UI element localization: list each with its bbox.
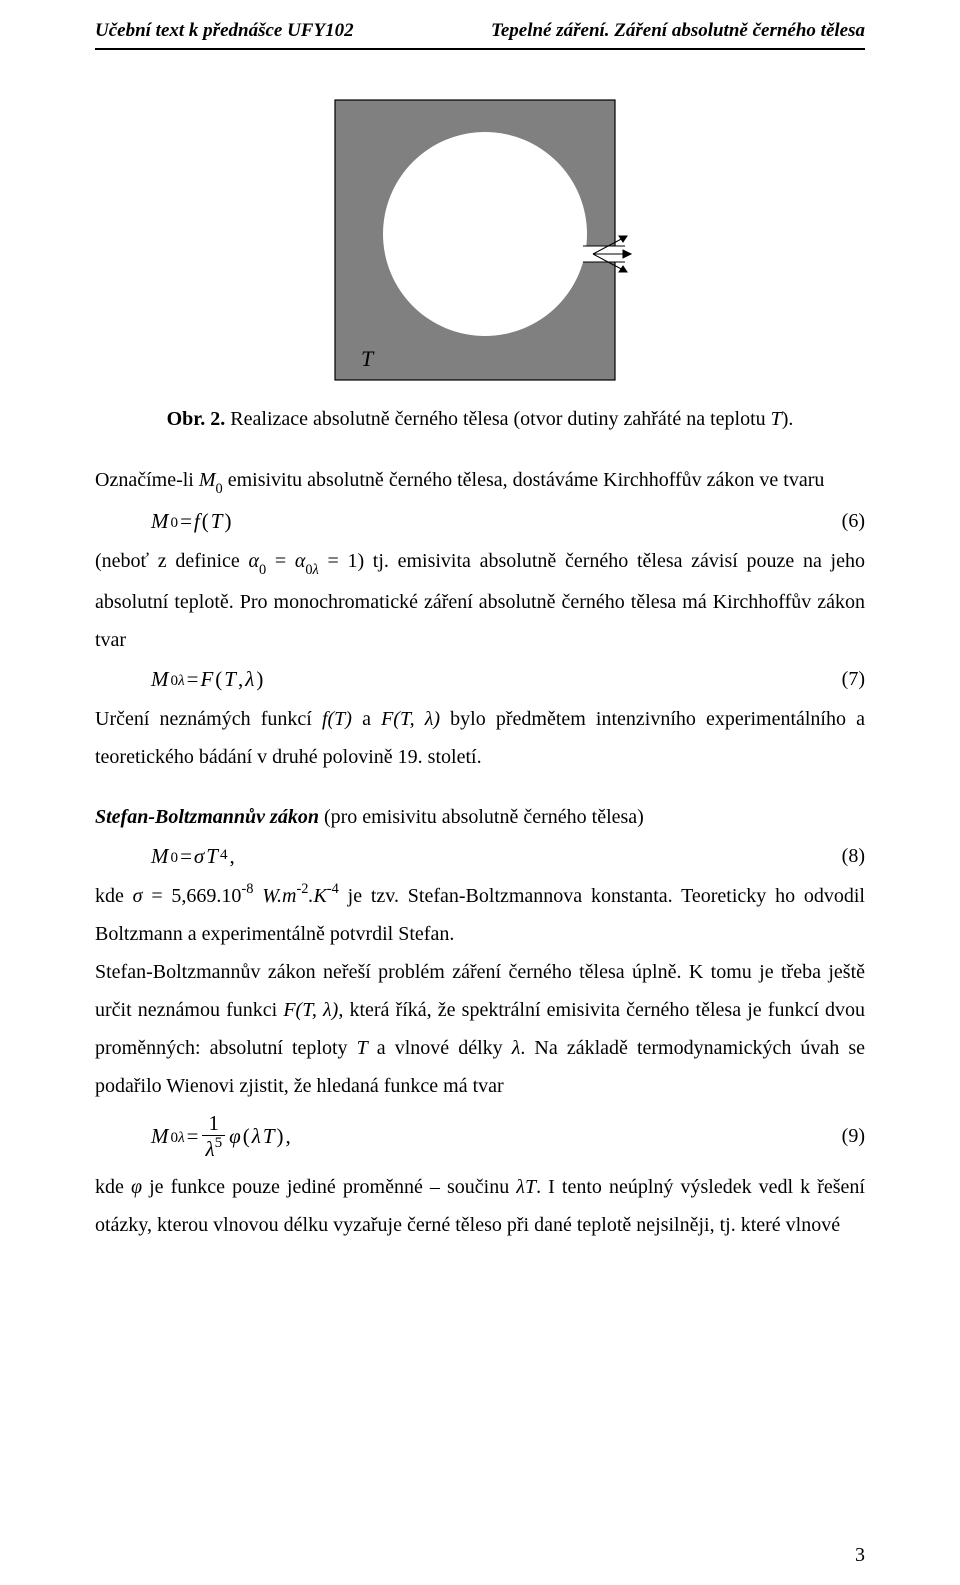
- eq-number: (6): [817, 510, 865, 533]
- sym-alpha: α: [295, 550, 306, 572]
- equation-9: M0λ = 1 λ5 φ (λT) , (9): [95, 1113, 865, 1160]
- text: Určení neznámých funkcí: [95, 708, 322, 730]
- sym-T: T: [224, 667, 236, 692]
- header-right: Tepelné záření. Záření absolutně černého…: [491, 20, 865, 42]
- blackbody-svg: T: [325, 94, 635, 394]
- title-rest: (pro emisivitu absolutně černého tělesa): [319, 806, 644, 828]
- sym-M: M: [199, 469, 216, 491]
- text: (neboť z definice: [95, 550, 248, 572]
- sym-T: T: [263, 1124, 275, 1149]
- page-number: 3: [855, 1544, 865, 1567]
- text: kde: [95, 885, 133, 907]
- para-3: Určení neznámých funkcí f(T) a F(T, λ) b…: [95, 700, 865, 776]
- lparen: (: [215, 667, 222, 692]
- sym-M: M: [151, 667, 169, 692]
- sym-sigma: σ: [133, 885, 143, 907]
- op-eq: =: [266, 550, 295, 572]
- rparen: ): [277, 1124, 284, 1149]
- running-header: Učební text k přednášce UFY102 Tepelné z…: [95, 20, 865, 42]
- eq-number: (9): [817, 1125, 865, 1148]
- caption-prefix: Obr. 2.: [167, 408, 226, 430]
- rparen: ): [224, 509, 231, 534]
- sub: 0: [259, 562, 266, 578]
- text: = 1: [319, 550, 358, 572]
- caption-var: T: [771, 408, 782, 430]
- equation-8: M0 = σT4 , (8): [95, 844, 865, 869]
- equation-6: M0 = f (T) (6): [95, 509, 865, 534]
- header-left: Učební text k přednášce UFY102: [95, 20, 354, 42]
- para-6: kde φ je funkce pouze jediné proměnné – …: [95, 1168, 865, 1244]
- para-4: kde σ = 5,669.10-8 W.m-2.K-4 je tzv. Ste…: [95, 877, 865, 953]
- figure-caption: Obr. 2. Realizace absolutně černého těle…: [95, 408, 865, 431]
- comma: ,: [230, 844, 235, 869]
- unit: .K: [309, 885, 327, 907]
- sym-T: T: [357, 1037, 368, 1059]
- text: a: [352, 708, 381, 730]
- page: Učební text k přednášce UFY102 Tepelné z…: [0, 0, 960, 1585]
- stefan-boltzmann-heading: Stefan-Boltzmannův zákon (pro emisivitu …: [95, 798, 865, 836]
- sym-F: F: [200, 667, 213, 692]
- text: emisivitu absolutně černého tělesa, dost…: [223, 469, 825, 491]
- sym-M: M: [151, 509, 169, 534]
- para-1: Označíme-li M0 emisivitu absolutně černé…: [95, 461, 865, 501]
- title-strong: Stefan-Boltzmannův zákon: [95, 806, 319, 828]
- op-eq: =: [187, 667, 199, 692]
- text: a vlnové délky: [368, 1037, 512, 1059]
- sub: 0λ: [171, 673, 185, 690]
- sym-phi: φ: [131, 1176, 142, 1198]
- sym-phi: φ: [229, 1124, 241, 1149]
- sym-lambda: λ: [252, 1124, 261, 1149]
- sym-FTlam: F(T, λ): [283, 999, 338, 1021]
- op-eq: =: [180, 844, 192, 869]
- fraction: 1 λ5: [202, 1113, 225, 1160]
- comma: ,: [238, 667, 243, 692]
- sup: -2: [297, 881, 309, 897]
- figure-blackbody: T: [95, 94, 865, 394]
- sup: -8: [241, 881, 253, 897]
- rparen: ): [256, 667, 263, 692]
- lparen: (: [243, 1124, 250, 1149]
- frac-num: 1: [206, 1113, 223, 1135]
- sym-fT: f(T): [322, 708, 352, 730]
- sub: 0λ: [305, 562, 318, 578]
- sym-M: M: [151, 844, 169, 869]
- caption-suffix: ).: [782, 408, 794, 430]
- sym-alpha: α: [248, 550, 259, 572]
- para-5: Stefan-Boltzmannův zákon neřeší problém …: [95, 953, 865, 1105]
- sym-T: T: [211, 509, 223, 534]
- lparen: (: [202, 509, 209, 534]
- sym-lambdaT: λT: [516, 1176, 536, 1198]
- text: kde: [95, 1176, 131, 1198]
- equation-7: M0λ = F (T, λ) (7): [95, 667, 865, 692]
- text: je funkce pouze jediné proměnné – součin…: [142, 1176, 516, 1198]
- sym-f: f: [194, 509, 200, 534]
- sup: -4: [327, 881, 339, 897]
- sup: 4: [220, 847, 228, 864]
- unit: W.m: [262, 885, 296, 907]
- para-2: (neboť z definice α0 = α0λ = 1) tj. emis…: [95, 542, 865, 658]
- caption-text: Realizace absolutně černého tělesa (otvo…: [225, 408, 770, 430]
- sub: 0: [216, 481, 223, 497]
- sym-lambda: λ: [245, 667, 254, 692]
- sym-T: T: [206, 844, 218, 869]
- op-eq: =: [180, 509, 192, 534]
- sub: 0: [171, 850, 179, 867]
- text: = 5,669.10: [143, 885, 242, 907]
- sym-FTlam: F(T, λ): [381, 708, 440, 730]
- figure-label-T: T: [361, 346, 375, 371]
- sym-M: M: [151, 1124, 169, 1149]
- eq-number: (7): [817, 668, 865, 691]
- text: Označíme-li: [95, 469, 199, 491]
- frac-den: λ5: [202, 1135, 225, 1160]
- header-rule: [95, 48, 865, 50]
- sub: 0λ: [171, 1130, 185, 1147]
- eq-number: (8): [817, 845, 865, 868]
- op-eq: =: [187, 1124, 199, 1149]
- sub: 0: [171, 515, 179, 532]
- comma: ,: [286, 1124, 291, 1149]
- sym-sigma: σ: [194, 844, 204, 869]
